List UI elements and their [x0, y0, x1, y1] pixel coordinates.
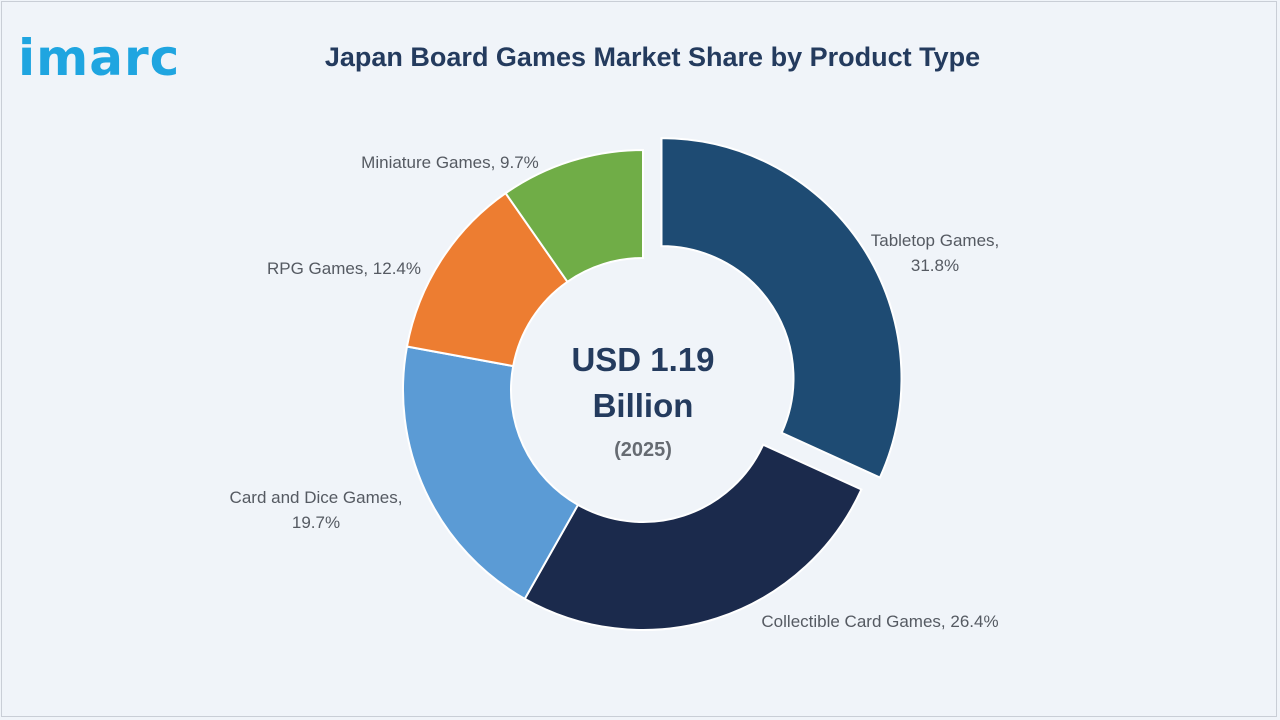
slice-collectible-card-games: [523, 443, 863, 631]
donut-slices: [402, 137, 903, 631]
label-collectible-card-games: Collectible Card Games, 26.4%: [761, 612, 998, 631]
slice-card-and-dice-games: [402, 345, 580, 601]
label-miniature-games: Miniature Games, 9.7%: [361, 153, 539, 172]
label-rpg-games: RPG Games, 12.4%: [267, 259, 421, 278]
slice-tabletop-games: [660, 137, 903, 479]
center-value: USD 1.19: [571, 341, 714, 378]
slice-miniature-games: [504, 148, 644, 284]
imarc-logo: imarc: [18, 29, 181, 87]
chart-title: Japan Board Games Market Share by Produc…: [324, 42, 981, 72]
label-card-and-dice-games: Card and Dice Games, 19.7%: [230, 488, 403, 532]
center-unit: Billion: [593, 387, 694, 424]
label-tabletop-games: Tabletop Games, 31.8%: [871, 231, 1000, 275]
center-year: (2025): [614, 439, 672, 461]
slice-labels: Tabletop Games, 31.8% Collectible Card Gam…: [230, 153, 1000, 631]
